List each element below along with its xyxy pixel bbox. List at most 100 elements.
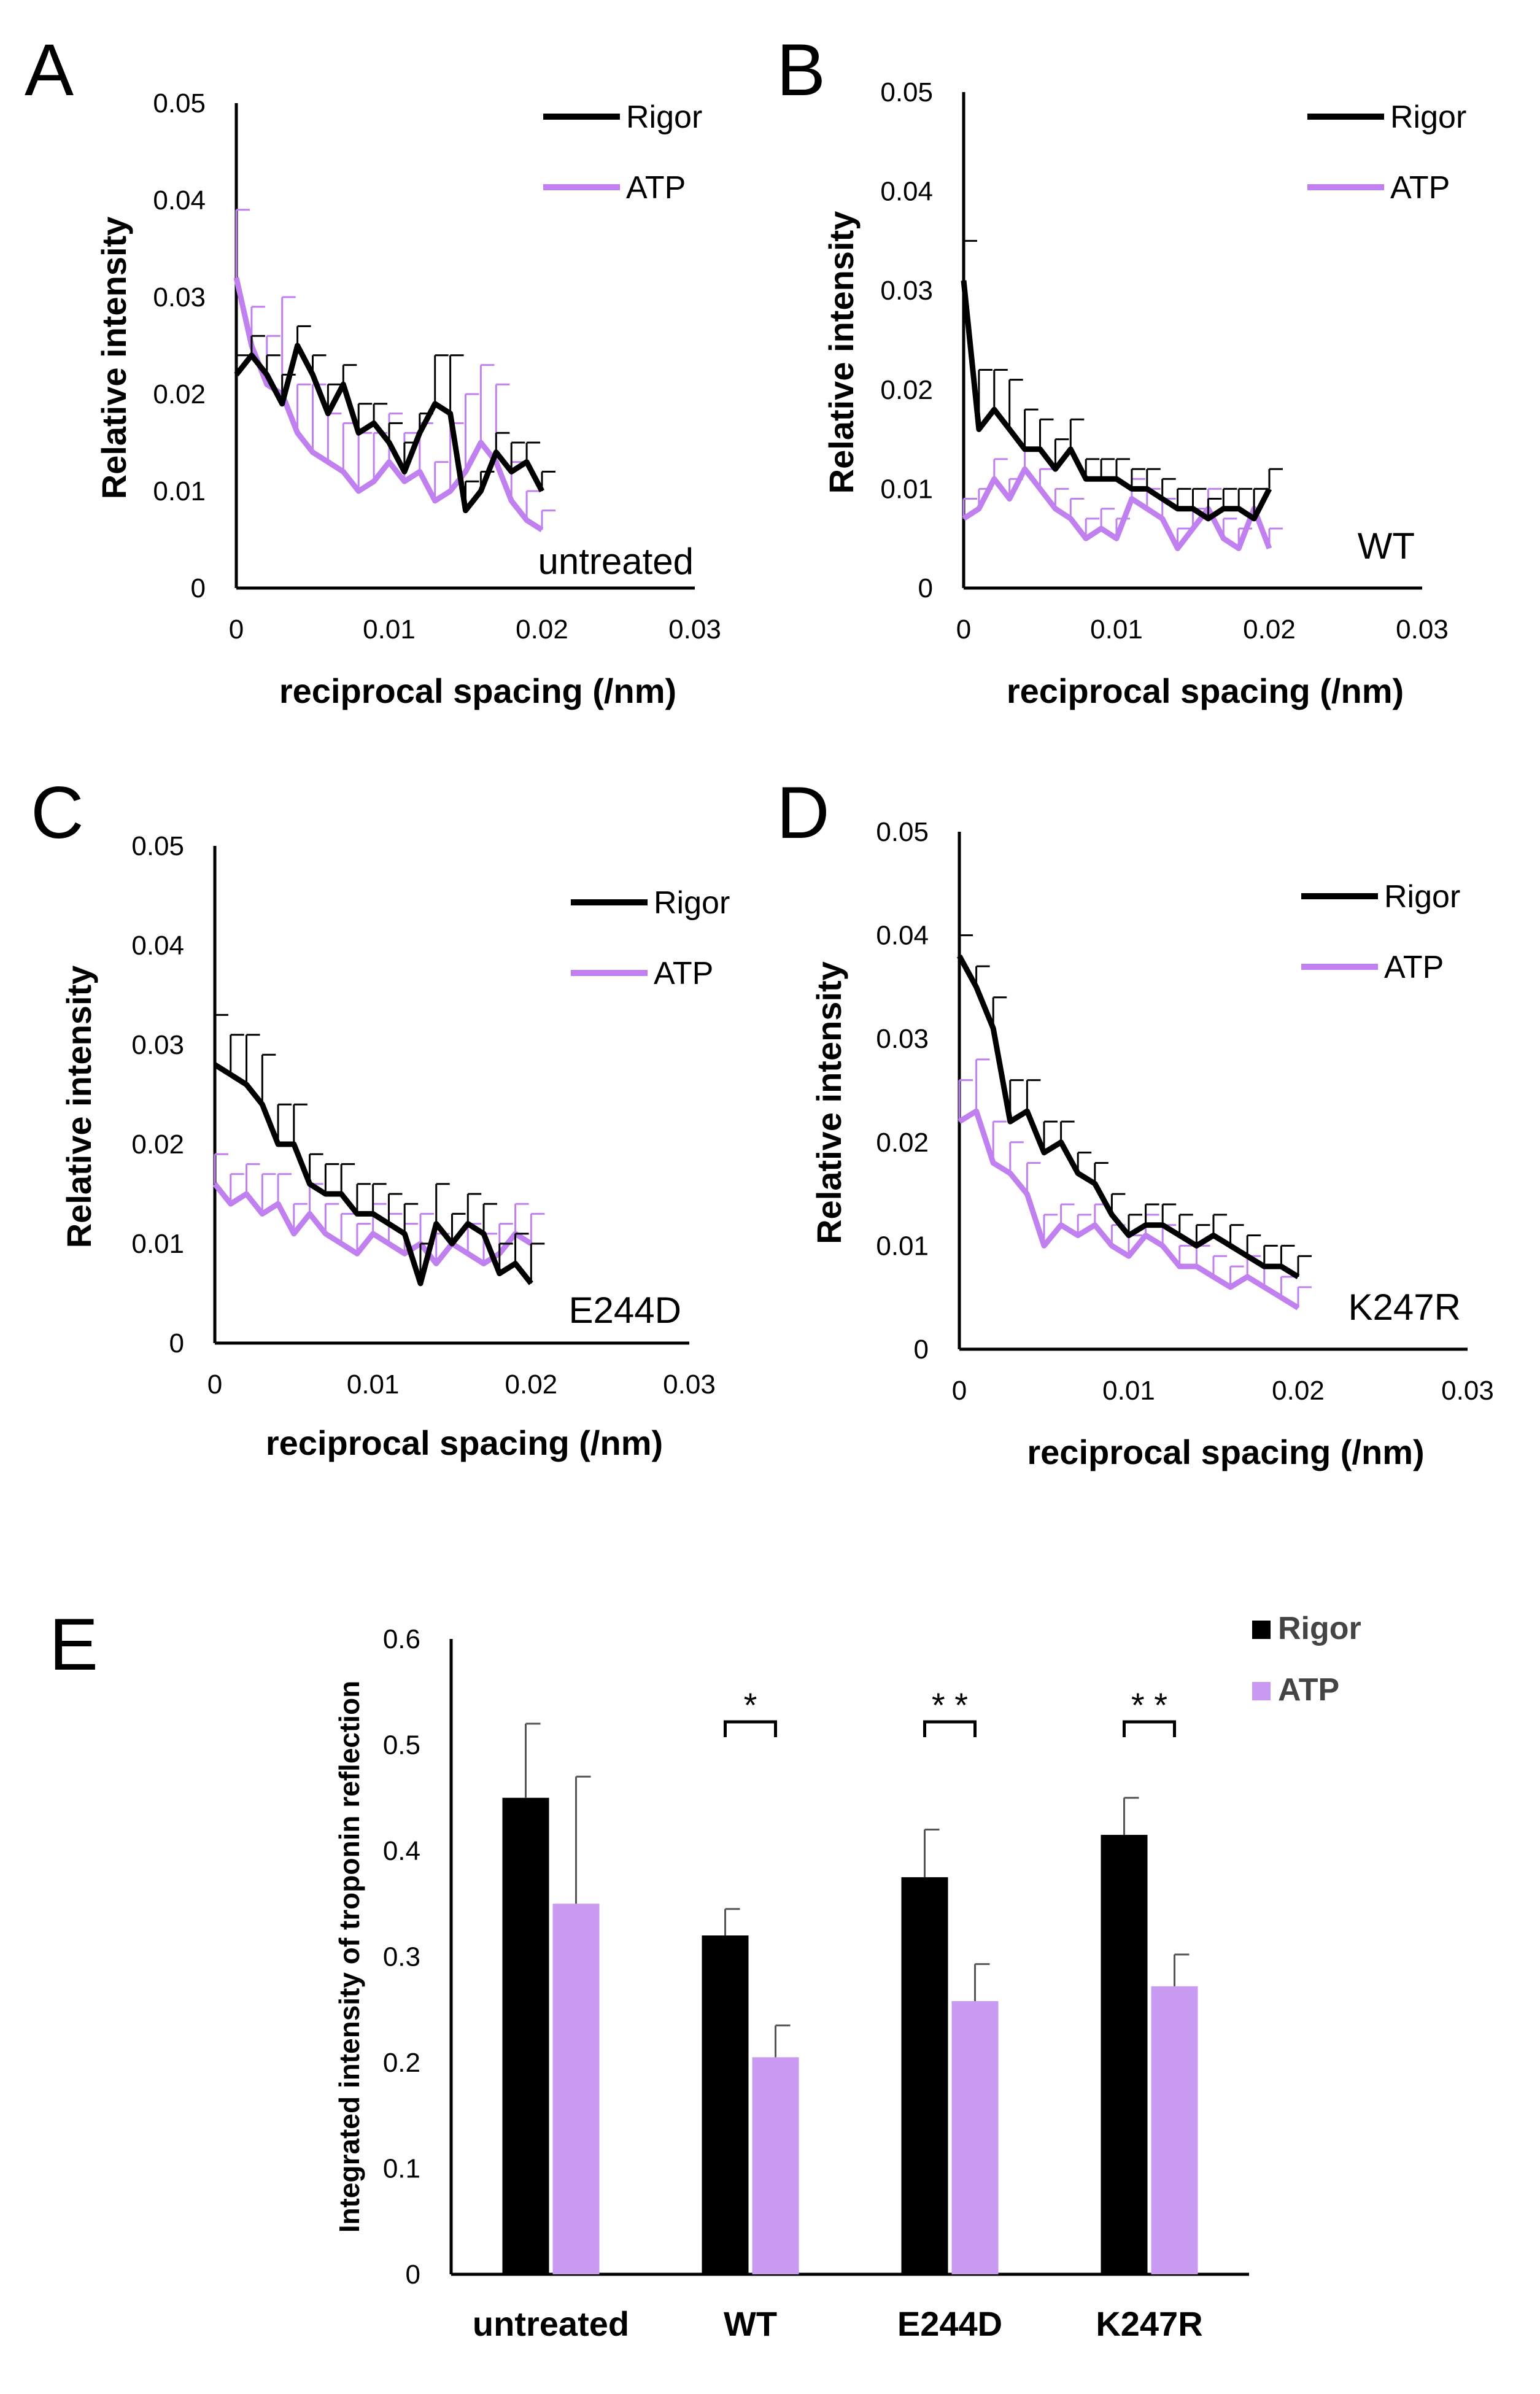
legend-label-atp: ATP — [1384, 950, 1444, 985]
bar-rigor — [502, 1797, 549, 2274]
panel-d: D 0 0.01 0.02 0.03 0.04 0.05 0 0.01 0.02 0.03 recip… — [776, 772, 1494, 1471]
series-rigor — [213, 1013, 545, 1287]
y-tick-label: 0.03 — [131, 1030, 184, 1060]
sample-label: untreated — [538, 541, 694, 582]
series-atp — [958, 1058, 1312, 1311]
legend-label-atp: ATP — [654, 956, 713, 991]
significance-bracket — [1123, 1720, 1176, 1737]
x-axis-title: reciprocal spacing (/nm) — [266, 1424, 663, 1462]
y-tick-label: 0.6 — [383, 1624, 420, 1654]
y-axis-title: Relative intensity — [60, 966, 98, 1249]
x-tick-label: 0 — [956, 614, 971, 645]
y-tick-label: 0.5 — [383, 1730, 420, 1761]
x-tick-label: 0.03 — [668, 614, 721, 645]
series-line-atp — [212, 1182, 533, 1266]
y-tick-label: 0.02 — [153, 379, 206, 409]
legend-label-rigor: Rigor — [1384, 879, 1460, 915]
panel-e: E 0 0.1 0.2 0.3 0.4 0.5 0.6 Integrated intensity… — [49, 1603, 1361, 2343]
x-tick-label: 0.01 — [1102, 1376, 1155, 1406]
y-tick-label: 0.04 — [880, 177, 933, 207]
x-tick-label: 0.02 — [505, 1369, 558, 1400]
y-tick-label: 0.3 — [383, 1942, 420, 1972]
y-tick-label: 0.04 — [876, 921, 929, 951]
series-line-atp — [962, 466, 1272, 551]
y-tick-label: 0.2 — [383, 2048, 420, 2078]
x-tick-label: 0.01 — [363, 614, 416, 645]
series-line-rigor — [213, 1062, 533, 1287]
y-tick-label: 0 — [406, 2260, 420, 2290]
category-label: E244D — [897, 2304, 1002, 2343]
series-line-rigor — [234, 343, 544, 514]
y-tick-label: 0.02 — [880, 375, 933, 405]
y-tick-label: 0.01 — [876, 1231, 929, 1261]
series-rigor — [957, 934, 1312, 1279]
x-tick-label: 0.01 — [1090, 614, 1143, 645]
panel-letter-a: A — [25, 29, 74, 111]
legend-swatch-rigor — [1252, 1621, 1271, 1639]
y-tick-label: 0.05 — [153, 88, 206, 118]
panel-c: C00.010.020.030.040.050 0.01 0.02 0.03recip… — [31, 772, 730, 1462]
category-label: WT — [724, 2304, 777, 2343]
x-axis-title: reciprocal spacing (/nm) — [1007, 672, 1404, 710]
sample-label: E244D — [569, 1290, 681, 1331]
y-tick-label: 0.04 — [131, 931, 184, 961]
series-atp — [962, 448, 1283, 551]
y-axis-title: Relative intensity — [95, 217, 133, 500]
legend-swatch-atp — [1252, 1682, 1271, 1700]
category-label: K247R — [1096, 2304, 1202, 2343]
significance-stars: * — [744, 1686, 757, 1724]
y-tick-label: 0.05 — [880, 77, 933, 107]
series-atp — [233, 209, 555, 532]
x-axis-title: reciprocal spacing (/nm) — [1027, 1433, 1424, 1471]
significance-bracket — [923, 1720, 977, 1737]
series-line-atp — [233, 277, 544, 532]
legend-label-atp: ATP — [1278, 1672, 1339, 1708]
sample-label: K247R — [1348, 1287, 1461, 1328]
x-tick-label: 0 — [229, 614, 244, 645]
x-tick-label: 0 — [952, 1376, 967, 1406]
bar-rigor — [901, 1877, 948, 2274]
significance-stars: * * — [932, 1686, 968, 1724]
panel-b: B 0 0.01 0.02 0.03 0.04 0.05 0 0.01 0.02 0.03 recip… — [776, 29, 1466, 710]
y-tick-label: 0.03 — [876, 1024, 929, 1054]
series-rigor — [234, 325, 555, 514]
x-axis-title: reciprocal spacing (/nm) — [279, 672, 676, 710]
y-tick-label: 0.02 — [131, 1129, 184, 1160]
sample-label: WT — [1358, 525, 1415, 567]
x-tick-label: 0.03 — [1396, 614, 1449, 645]
legend-label-rigor: Rigor — [1390, 99, 1466, 135]
y-axis-title: Relative intensity — [822, 211, 861, 494]
y-axis-title: Relative intensity — [810, 961, 848, 1244]
y-tick-label: 0.03 — [153, 282, 206, 312]
bar-atp — [752, 2057, 799, 2274]
panel-letter-d: D — [776, 772, 830, 854]
x-tick-label: 0 — [207, 1369, 222, 1400]
bar-rigor — [1101, 1835, 1148, 2274]
bar-rigor — [702, 1935, 749, 2274]
panel-letter-c: C — [31, 772, 84, 854]
y-tick-label: 0.01 — [880, 474, 933, 504]
y-tick-label: 0.05 — [876, 817, 929, 847]
series-line-rigor — [957, 955, 1300, 1279]
series-line-rigor — [961, 280, 1272, 522]
legend-label-rigor: Rigor — [654, 885, 730, 921]
y-tick-label: 0.02 — [876, 1128, 929, 1158]
y-tick-label: 0.01 — [131, 1229, 184, 1259]
x-tick-label: 0.03 — [1441, 1376, 1494, 1406]
legend-label-rigor: Rigor — [1278, 1611, 1361, 1646]
x-tick-label: 0.02 — [1272, 1376, 1325, 1406]
series-rigor — [961, 239, 1283, 522]
series-line-atp — [958, 1108, 1300, 1311]
y-tick-label: 0.1 — [383, 2154, 420, 2184]
legend-label-rigor: Rigor — [626, 99, 702, 135]
significance-bracket — [724, 1720, 777, 1737]
x-tick-label: 0.02 — [1243, 614, 1296, 645]
legend-label-atp: ATP — [1390, 170, 1450, 206]
bar-atp — [1151, 1986, 1198, 2274]
panel-letter-e: E — [49, 1603, 98, 1686]
y-tick-label: 0.04 — [153, 185, 206, 215]
x-tick-label: 0.02 — [516, 614, 568, 645]
category-label: untreated — [473, 2304, 629, 2343]
legend-label-atp: ATP — [626, 170, 686, 206]
